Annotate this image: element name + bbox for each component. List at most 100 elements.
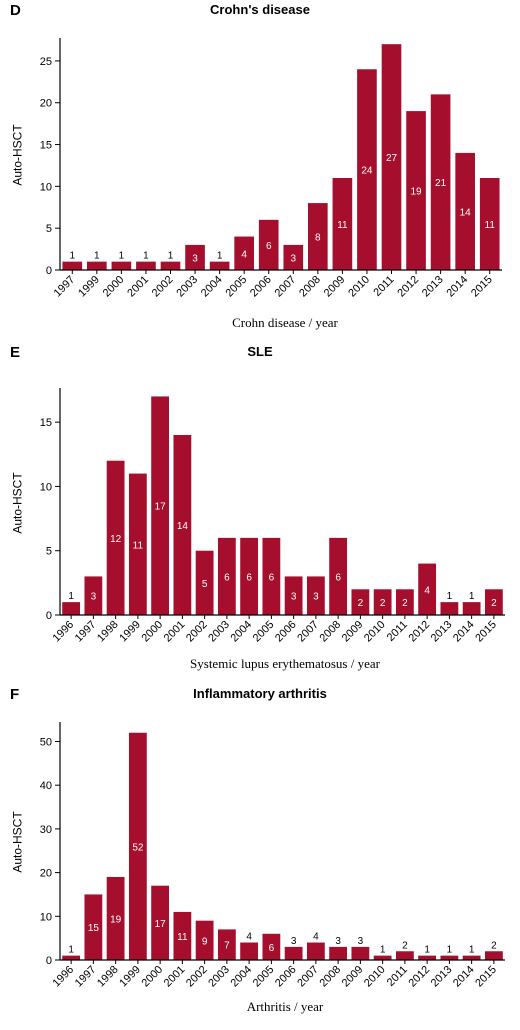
x-tick-label-2013: 2013 <box>420 274 446 300</box>
bar-2000 <box>151 396 170 615</box>
x-tick-label-2010: 2010 <box>362 619 388 645</box>
data-label-2010: 1 <box>380 945 386 956</box>
data-label-2013: 1 <box>447 945 453 956</box>
data-label-2002: 1 <box>168 251 174 262</box>
x-tick-label-2007: 2007 <box>295 964 321 990</box>
x-tick-label-2014: 2014 <box>451 964 477 990</box>
bar-2011 <box>395 589 414 615</box>
data-label-2008: 3 <box>335 936 341 947</box>
data-label-2004: 4 <box>246 932 252 943</box>
bar-2001 <box>136 261 156 270</box>
bar-2008 <box>308 203 328 270</box>
x-axis-label: Arthritis / year <box>246 999 324 1014</box>
bar-2002 <box>195 550 214 615</box>
data-label-2014: 14 <box>460 207 472 218</box>
bar-2010 <box>357 69 377 271</box>
data-label-2005: 6 <box>269 572 275 583</box>
bar-2009 <box>351 946 370 960</box>
bar-2002 <box>195 920 214 960</box>
bar-2015 <box>479 178 500 270</box>
data-label-2008: 8 <box>315 233 321 244</box>
bar-2009 <box>351 589 370 615</box>
x-tick-label-1999: 1999 <box>76 274 102 300</box>
bar-1998 <box>106 876 125 960</box>
data-label-2001: 11 <box>177 932 188 943</box>
x-tick-label-2008: 2008 <box>317 964 343 990</box>
y-tick-label-0: 0 <box>46 955 52 967</box>
y-tick-label-15: 15 <box>40 140 52 152</box>
y-tick-label-5: 5 <box>46 546 52 558</box>
x-axis-label: Systemic lupus erythematosus / year <box>190 656 380 671</box>
data-label-2013: 1 <box>447 591 453 602</box>
x-tick-label-2009: 2009 <box>340 964 366 990</box>
bar-2006 <box>284 576 303 615</box>
y-tick-label-0: 0 <box>46 265 52 277</box>
bar-1998 <box>106 460 125 615</box>
data-label-2013: 21 <box>435 178 447 189</box>
bar-2014 <box>462 955 481 960</box>
bar-2012 <box>406 111 426 270</box>
x-tick-label-2005: 2005 <box>251 964 277 990</box>
crohns-chart-plot: 1199711999120001200112002320031200442005… <box>40 38 502 300</box>
bar-2000 <box>151 885 170 960</box>
x-tick-label-2000: 2000 <box>139 619 165 645</box>
y-tick-label-10: 10 <box>40 911 52 923</box>
y-tick-label-5: 5 <box>46 223 52 235</box>
data-label-2003: 7 <box>224 941 230 952</box>
data-label-2002: 5 <box>202 579 208 590</box>
panel-sle: E SLE Auto-HSCT 1 1996 3 1997 12 1998 11 1999 17… <box>0 342 520 677</box>
data-label-2011: 27 <box>386 153 398 164</box>
y-tick-label-10: 10 <box>40 481 52 493</box>
x-tick-label-2010: 2010 <box>362 964 388 990</box>
chart-title: Crohn's disease <box>210 2 310 17</box>
data-label-2009: 11 <box>337 220 348 231</box>
panel-crohns-disease: D Crohn's disease Auto-HSCT 1 1997 1 1999 1 2… <box>0 0 520 335</box>
bar-2005 <box>234 236 254 270</box>
data-label-2015: 2 <box>491 598 497 609</box>
x-tick-label-1996: 1996 <box>50 964 76 990</box>
data-label-2004: 6 <box>246 572 252 583</box>
bar-2003 <box>217 929 236 960</box>
bar-2012 <box>418 955 437 960</box>
data-label-2012: 4 <box>424 585 430 596</box>
y-tick-label-40: 40 <box>40 780 52 792</box>
data-label-1997: 3 <box>91 592 97 603</box>
data-label-2007: 4 <box>313 932 319 943</box>
bar-2005 <box>262 537 281 615</box>
bar-2006 <box>284 946 303 960</box>
bar-1997 <box>84 894 103 960</box>
bar-2004 <box>209 261 230 270</box>
x-tick-label-2000: 2000 <box>101 274 127 300</box>
data-label-2000: 1 <box>119 251 125 262</box>
data-label-2015: 2 <box>491 940 497 951</box>
bar-2011 <box>381 44 402 271</box>
x-axis-label: Crohn disease / year <box>232 315 338 330</box>
data-label-2010: 2 <box>380 598 386 609</box>
data-label-2015: 11 <box>485 220 496 231</box>
bar-2006 <box>258 219 279 270</box>
x-tick-label-1998: 1998 <box>95 964 121 990</box>
bar-2008 <box>329 537 348 615</box>
panel-inflammatory-arthritis: F Inflammatory arthritis Auto-HSCT 1 1996… <box>0 684 520 1026</box>
bar-2001 <box>173 435 192 615</box>
y-tick-label-50: 50 <box>40 736 52 748</box>
x-tick-label-1999: 1999 <box>117 619 143 645</box>
bar-2013 <box>440 602 459 615</box>
data-label-2011: 2 <box>402 940 408 951</box>
x-tick-label-2005: 2005 <box>223 274 249 300</box>
data-label-1996: 1 <box>68 945 74 956</box>
x-tick-label-1999: 1999 <box>117 964 143 990</box>
bar-2009 <box>332 178 353 270</box>
panel-letter: E <box>10 344 21 361</box>
bar-2013 <box>440 955 459 960</box>
data-label-1999: 1 <box>94 251 100 262</box>
bar-2007 <box>306 942 325 960</box>
data-label-1997: 15 <box>88 923 100 934</box>
data-label-2003: 6 <box>224 572 230 583</box>
y-tick-label-20: 20 <box>40 98 52 110</box>
bar-2014 <box>455 152 475 270</box>
x-tick-label-2001: 2001 <box>162 964 188 990</box>
x-tick-label-2001: 2001 <box>162 619 188 645</box>
data-label-2005: 6 <box>269 943 275 954</box>
bar-2004 <box>240 942 259 960</box>
